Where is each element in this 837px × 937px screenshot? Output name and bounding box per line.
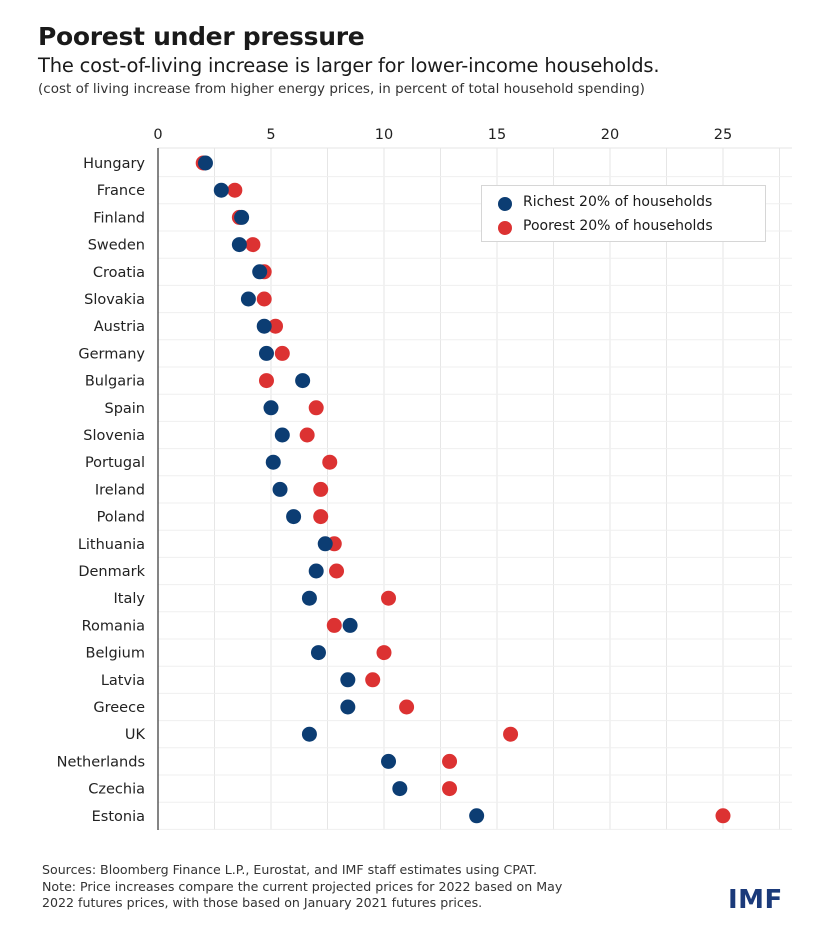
category-label: Greece — [93, 700, 145, 716]
poorest-point — [274, 345, 290, 361]
category-label: Belgium — [86, 646, 145, 662]
poorest-point — [256, 291, 272, 307]
category-label: Hungary — [83, 156, 145, 172]
richest-point — [301, 590, 317, 606]
chart-title: Poorest under pressure — [38, 22, 365, 51]
richest-point — [256, 318, 272, 334]
poorest-point — [365, 672, 381, 688]
category-label: Estonia — [92, 809, 145, 825]
category-label: Portugal — [85, 455, 145, 471]
dot-plot-chart: 0 5 10 15 20 25 Hungary France Finland Sweden Cro… — [57, 127, 792, 830]
richest-point — [252, 264, 268, 280]
richest-point — [197, 155, 213, 171]
data-points — [195, 155, 731, 824]
poorest-point — [299, 427, 315, 443]
imf-logo: IMF — [728, 885, 783, 915]
legend-richest-marker — [498, 197, 512, 211]
richest-point — [381, 753, 397, 769]
x-tick-label: 15 — [488, 127, 506, 143]
poorest-point — [503, 726, 519, 742]
richest-point — [342, 617, 358, 633]
poorest-point — [268, 318, 284, 334]
richest-point — [308, 563, 324, 579]
chart-subtitle: The cost-of-living increase is larger fo… — [38, 54, 660, 77]
poorest-point — [329, 563, 345, 579]
category-label: Latvia — [101, 673, 145, 689]
category-label: Spain — [104, 401, 145, 417]
richest-point — [286, 509, 302, 525]
category-label: Slovenia — [83, 428, 145, 444]
x-axis: 0 5 10 15 20 25 — [153, 127, 732, 830]
footer: Sources: Bloomberg Finance L.P., Eurosta… — [42, 862, 562, 912]
richest-point — [258, 345, 274, 361]
x-tick-label: 0 — [153, 127, 162, 143]
poorest-point — [313, 509, 329, 525]
category-label: Denmark — [78, 564, 145, 580]
poorest-point — [313, 481, 329, 497]
richest-point — [392, 781, 408, 797]
footer-note-line1: Note: Price increases compare the curren… — [42, 878, 563, 894]
poorest-point — [245, 237, 261, 253]
category-label: Sweden — [88, 238, 145, 254]
category-label: Bulgaria — [85, 374, 145, 390]
richest-point — [340, 699, 356, 715]
legend-poorest-label: Poorest 20% of households — [523, 218, 713, 234]
category-labels: Hungary France Finland Sweden Croatia Slovaki… — [57, 156, 146, 825]
category-label: Italy — [114, 591, 146, 607]
x-tick-label: 5 — [266, 127, 275, 143]
poorest-point — [322, 454, 338, 470]
category-label: France — [97, 183, 145, 199]
legend-richest-label: Richest 20% of households — [523, 194, 713, 210]
x-tick-label: 10 — [375, 127, 393, 143]
poorest-point — [376, 645, 392, 661]
poorest-point — [326, 617, 342, 633]
x-tick-label: 25 — [714, 127, 732, 143]
richest-point — [317, 536, 333, 552]
poorest-point — [442, 781, 458, 797]
grid-lines — [158, 147, 792, 830]
richest-point — [265, 454, 281, 470]
category-label: Czechia — [88, 782, 145, 798]
x-tick-label: 20 — [601, 127, 619, 143]
poorest-point — [399, 699, 415, 715]
category-label: Croatia — [93, 265, 145, 281]
category-label: Ireland — [95, 482, 145, 498]
poorest-point — [381, 590, 397, 606]
legend-poorest-marker — [498, 221, 512, 235]
richest-point — [295, 373, 311, 389]
richest-point — [469, 808, 485, 824]
chart-note: (cost of living increase from higher ene… — [38, 81, 645, 97]
richest-point — [240, 291, 256, 307]
richest-point — [340, 672, 356, 688]
category-label: Germany — [78, 346, 145, 362]
richest-point — [310, 645, 326, 661]
richest-point — [263, 400, 279, 416]
richest-point — [231, 237, 247, 253]
footer-note-line2: 2022 futures prices, with those based on… — [42, 895, 483, 910]
category-label: Netherlands — [57, 754, 145, 770]
richest-point — [234, 209, 250, 225]
richest-point — [301, 726, 317, 742]
category-label: Slovakia — [84, 292, 145, 308]
richest-point — [272, 481, 288, 497]
poorest-point — [258, 373, 274, 389]
category-label: Lithuania — [78, 537, 145, 553]
richest-point — [213, 182, 229, 198]
poorest-point — [715, 808, 731, 824]
richest-point — [274, 427, 290, 443]
footer-sources: Sources: Bloomberg Finance L.P., Eurosta… — [42, 862, 537, 877]
category-label: Finland — [93, 210, 145, 226]
poorest-point — [308, 400, 324, 416]
category-label: UK — [125, 727, 146, 743]
poorest-point — [442, 753, 458, 769]
legend: Richest 20% of households Poorest 20% of… — [481, 185, 766, 242]
poorest-point — [227, 182, 243, 198]
category-label: Austria — [94, 319, 145, 335]
category-label: Poland — [97, 510, 145, 526]
category-label: Romania — [82, 618, 145, 634]
